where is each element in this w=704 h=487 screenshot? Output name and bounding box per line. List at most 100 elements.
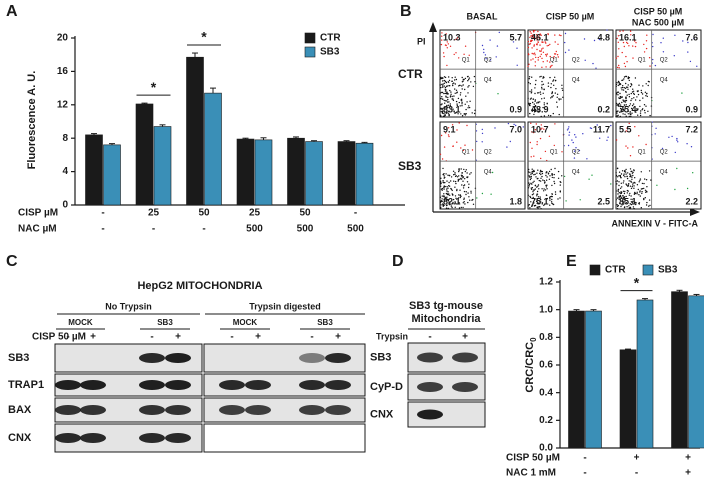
event-dot bbox=[674, 151, 676, 154]
event-dot bbox=[627, 77, 629, 80]
event-dot bbox=[649, 204, 651, 207]
event-dot bbox=[534, 184, 537, 186]
event-dot bbox=[640, 89, 642, 92]
event-dot bbox=[621, 86, 624, 89]
event-dot bbox=[627, 190, 629, 192]
condition-name: NAC µM bbox=[18, 224, 57, 235]
bar bbox=[254, 139, 273, 206]
event-dot bbox=[619, 97, 622, 99]
event-dot bbox=[456, 189, 458, 192]
event-dot bbox=[466, 101, 468, 103]
event-dot bbox=[481, 192, 484, 195]
event-dot bbox=[443, 188, 445, 190]
blot-membrane bbox=[203, 373, 366, 397]
blot-band bbox=[299, 405, 325, 415]
condition-value: 500 bbox=[347, 224, 364, 235]
event-dot bbox=[622, 202, 624, 204]
event-dot bbox=[645, 105, 647, 107]
event-dot bbox=[590, 127, 593, 130]
event-dot bbox=[622, 109, 624, 111]
event-dot bbox=[628, 45, 630, 47]
quadrant-percent: 2.5 bbox=[597, 196, 610, 206]
event-dot bbox=[551, 198, 553, 201]
event-dot bbox=[447, 101, 449, 103]
blot-band bbox=[139, 433, 165, 443]
blot-band bbox=[299, 353, 325, 363]
blot-band bbox=[139, 353, 165, 363]
event-dot bbox=[648, 205, 650, 207]
event-dot bbox=[468, 85, 470, 87]
event-dot bbox=[445, 198, 447, 200]
event-dot bbox=[534, 129, 537, 131]
event-dot bbox=[621, 110, 623, 113]
event-dot bbox=[545, 66, 547, 68]
event-dot bbox=[533, 113, 535, 116]
blot-band bbox=[417, 382, 443, 392]
event-dot bbox=[541, 175, 543, 178]
plot-frame bbox=[439, 121, 526, 210]
event-dot bbox=[567, 144, 570, 147]
event-dot bbox=[662, 37, 664, 39]
event-dot bbox=[458, 194, 460, 196]
event-dot bbox=[531, 131, 533, 133]
event-dot bbox=[618, 184, 620, 187]
event-dot bbox=[534, 100, 536, 102]
event-dot bbox=[619, 107, 622, 110]
event-dot bbox=[445, 96, 447, 98]
event-dot bbox=[495, 56, 497, 58]
event-dot bbox=[446, 41, 448, 43]
event-dot bbox=[529, 83, 531, 85]
event-dot bbox=[527, 194, 529, 196]
event-dot bbox=[443, 76, 446, 78]
quadrant-label: Q2 bbox=[572, 150, 581, 156]
event-dot bbox=[442, 80, 444, 82]
event-dot bbox=[460, 92, 462, 94]
event-dot bbox=[441, 39, 443, 41]
event-dot bbox=[459, 105, 461, 107]
event-dot bbox=[618, 67, 620, 69]
event-dot bbox=[630, 84, 633, 86]
blot-band bbox=[417, 352, 443, 363]
event-dot bbox=[677, 141, 679, 143]
event-dot bbox=[489, 39, 491, 41]
event-dot bbox=[445, 33, 447, 35]
event-dot bbox=[463, 201, 465, 203]
event-dot bbox=[441, 103, 443, 105]
event-dot bbox=[529, 176, 531, 178]
event-dot bbox=[629, 85, 632, 88]
event-dot bbox=[516, 64, 518, 67]
event-dot bbox=[547, 44, 550, 47]
event-dot bbox=[638, 135, 640, 137]
event-dot bbox=[556, 106, 559, 108]
event-dot bbox=[445, 173, 447, 175]
event-dot bbox=[617, 94, 619, 96]
event-dot bbox=[467, 201, 469, 204]
event-dot bbox=[527, 187, 530, 189]
condition-value: 500 bbox=[297, 224, 314, 235]
blot-band bbox=[165, 433, 191, 443]
event-dot bbox=[543, 88, 545, 91]
event-dot bbox=[640, 110, 642, 112]
event-dot bbox=[634, 40, 636, 42]
event-dot bbox=[549, 175, 551, 177]
event-dot bbox=[446, 64, 448, 67]
event-dot bbox=[455, 38, 457, 41]
event-dot bbox=[549, 61, 551, 63]
sample-label: SB3 bbox=[157, 318, 173, 327]
event-dot bbox=[509, 140, 511, 143]
event-dot bbox=[617, 103, 619, 105]
event-dot bbox=[528, 43, 530, 45]
event-dot bbox=[442, 180, 444, 182]
event-dot bbox=[624, 196, 626, 198]
condition-value: 25 bbox=[249, 208, 261, 219]
legend-swatch bbox=[304, 32, 316, 44]
column-header: NAC 500 µM bbox=[632, 17, 684, 27]
event-dot bbox=[616, 91, 619, 94]
event-dot bbox=[460, 147, 462, 149]
event-dot bbox=[616, 115, 618, 117]
event-dot bbox=[483, 48, 485, 51]
event-dot bbox=[547, 82, 550, 84]
event-dot bbox=[439, 202, 441, 204]
event-dot bbox=[452, 84, 454, 87]
event-dot bbox=[463, 168, 465, 171]
